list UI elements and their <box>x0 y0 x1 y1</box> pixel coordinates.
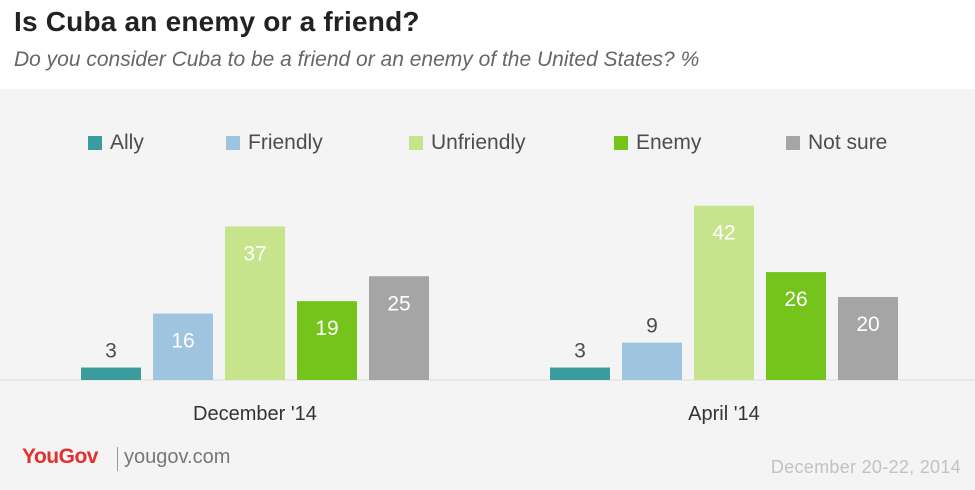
bar-enemy-0 <box>297 301 357 380</box>
bar-ally-1 <box>550 367 610 380</box>
data-label-friendly-1: 9 <box>646 315 658 338</box>
bar-friendly-1 <box>622 342 682 380</box>
data-label-ally-0: 3 <box>105 340 117 363</box>
legend-swatch-ally <box>88 136 102 150</box>
legend: Ally Friendly Unfriendly Enemy Not sure <box>0 89 975 199</box>
legend-label-friendly: Friendly <box>248 131 323 154</box>
bar-ally-0 <box>81 367 141 380</box>
chart-header: Is Cuba an enemy or a friend? Do you con… <box>0 0 975 89</box>
legend-label-not-sure: Not sure <box>808 131 888 154</box>
legend-swatch-friendly <box>226 136 240 150</box>
legend-label-enemy: Enemy <box>636 131 702 154</box>
footer-site-link[interactable]: yougov.com <box>124 446 231 468</box>
data-label-friendly-0: 16 <box>171 330 194 353</box>
chart-panel: Ally Friendly Unfriendly Enemy Not sure … <box>0 89 975 490</box>
bar-chart-plot: 3 16 37 19 25 December '14 3 9 42 26 20 April '14 <box>0 205 975 425</box>
legend-label-unfriendly: Unfriendly <box>431 131 526 154</box>
bar-unfriendly-0 <box>225 226 285 380</box>
data-label-enemy-1: 26 <box>784 288 807 311</box>
chart-subtitle: Do you consider Cuba to be a friend or a… <box>14 48 700 71</box>
footer-divider <box>117 447 118 471</box>
data-label-unfriendly-1: 42 <box>712 222 735 245</box>
data-label-enemy-0: 19 <box>315 317 338 340</box>
bar-friendly-0 <box>153 313 213 380</box>
survey-date: December 20-22, 2014 <box>770 457 961 477</box>
bar-unfriendly-1 <box>694 205 754 380</box>
chart-title: Is Cuba an enemy or a friend? <box>14 6 420 37</box>
legend-swatch-not-sure <box>786 136 800 150</box>
yougov-logo: YouGov <box>22 445 98 468</box>
legend-label-ally: Ally <box>110 131 144 154</box>
data-label-not-sure-0: 25 <box>387 292 410 315</box>
bar-not-sure-1 <box>838 297 898 380</box>
data-label-ally-1: 3 <box>574 340 586 363</box>
legend-swatch-unfriendly <box>409 136 423 150</box>
category-label-1: April '14 <box>688 403 760 425</box>
legend-swatch-enemy <box>614 136 628 150</box>
bar-enemy-1 <box>766 272 826 380</box>
category-label-0: December '14 <box>193 403 317 425</box>
data-label-unfriendly-0: 37 <box>243 242 266 265</box>
data-label-not-sure-1: 20 <box>856 313 879 336</box>
bar-not-sure-0 <box>369 276 429 380</box>
